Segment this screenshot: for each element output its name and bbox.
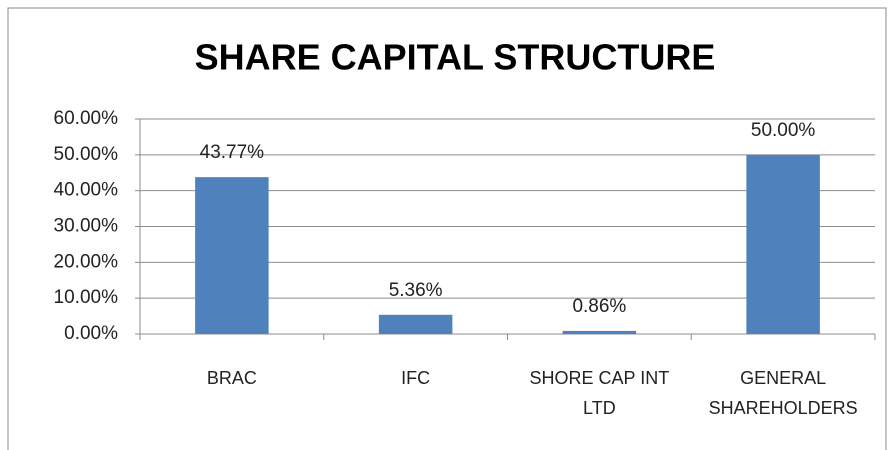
chart-title: SHARE CAPITAL STRUCTURE bbox=[195, 37, 716, 78]
data-label: 0.86% bbox=[572, 296, 626, 317]
x-tick-label: GENERAL SHAREHOLDERS bbox=[708, 368, 858, 418]
y-tick-label: 0.00% bbox=[64, 323, 118, 344]
bar bbox=[562, 330, 637, 334]
data-label: 43.77% bbox=[200, 142, 265, 163]
bar bbox=[195, 177, 269, 334]
bar bbox=[746, 154, 820, 334]
y-tick-label: 60.00% bbox=[54, 108, 119, 129]
bar bbox=[378, 314, 453, 334]
y-tick-label: 30.00% bbox=[54, 216, 119, 237]
chart-frame bbox=[7, 7, 887, 450]
data-label: 5.36% bbox=[389, 280, 443, 301]
y-tick-label: 50.00% bbox=[54, 144, 119, 165]
y-tick-label: 10.00% bbox=[54, 287, 119, 308]
data-label: 50.00% bbox=[751, 120, 816, 141]
y-tick-label: 40.00% bbox=[54, 180, 119, 201]
x-tick-label: IFC bbox=[401, 368, 431, 388]
y-tick-label: 20.00% bbox=[54, 251, 119, 272]
x-tick-label: BRAC bbox=[206, 368, 257, 388]
x-tick-label: SHORE CAP INT LTD bbox=[529, 368, 670, 418]
